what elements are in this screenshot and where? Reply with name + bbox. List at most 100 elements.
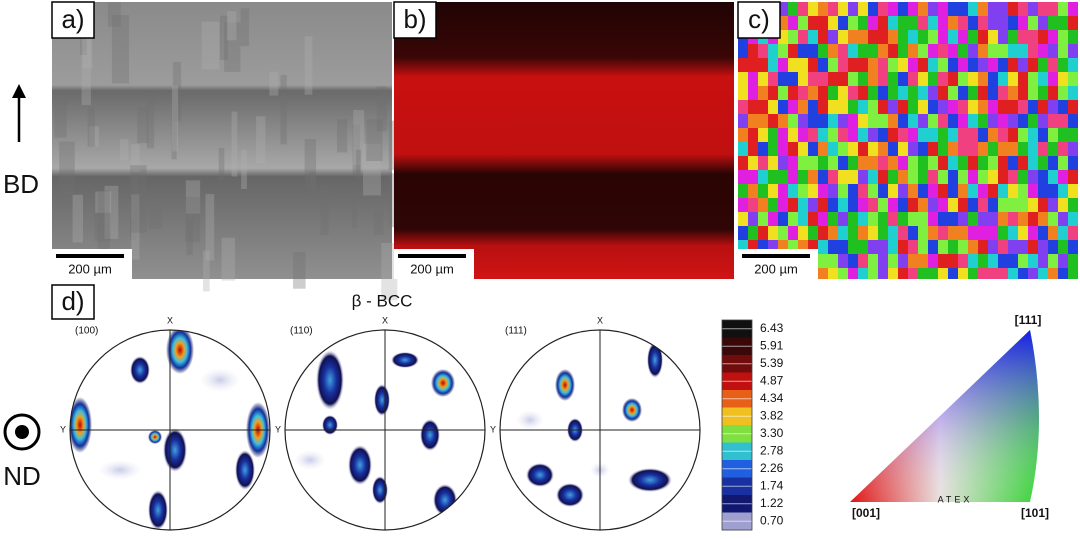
grain: [908, 114, 918, 128]
nd-label: ND: [3, 461, 41, 491]
grain: [798, 2, 808, 16]
grain: [1008, 156, 1018, 170]
grain: [888, 44, 898, 58]
grain: [748, 198, 758, 212]
grain: [888, 184, 898, 198]
grain: [878, 16, 888, 30]
grain: [818, 170, 828, 184]
grain: [1068, 170, 1078, 184]
grain: [908, 170, 918, 184]
grain: [758, 100, 768, 114]
grain: [1048, 226, 1058, 240]
grain: [1048, 86, 1058, 100]
grain: [928, 254, 938, 268]
grain: [958, 184, 968, 198]
grain: [738, 58, 748, 72]
grain: [848, 44, 858, 58]
grain: [938, 268, 948, 279]
grain: [1028, 16, 1038, 30]
panel-label-box: [51, 1, 95, 39]
grain: [938, 114, 948, 128]
grain: [828, 100, 838, 114]
grain: [968, 268, 978, 279]
grain: [918, 16, 928, 30]
texture: [185, 197, 201, 243]
texture: [185, 180, 201, 214]
texture: [388, 173, 395, 228]
grain: [768, 170, 778, 184]
grain: [1048, 268, 1058, 279]
texture: [224, 22, 241, 72]
grain: [898, 86, 908, 100]
grain: [798, 114, 808, 128]
grain: [968, 240, 978, 254]
grain: [798, 128, 808, 142]
grain: [1028, 100, 1038, 114]
grain: [788, 30, 798, 44]
grain: [1008, 198, 1018, 212]
texture: [201, 21, 220, 70]
grain: [1038, 156, 1048, 170]
grain: [1008, 86, 1018, 100]
grain: [818, 254, 828, 268]
grain: [1058, 198, 1068, 212]
grain: [958, 156, 968, 170]
grain: [838, 226, 848, 240]
density-blob: [148, 430, 162, 444]
grain: [898, 156, 908, 170]
grain: [908, 2, 918, 16]
grain: [938, 100, 948, 114]
grain: [998, 226, 1008, 240]
density-blob: [235, 450, 255, 490]
micrograph-panel: a) 200 µm: [51, 1, 406, 301]
grain: [918, 142, 928, 156]
grain: [918, 86, 928, 100]
grain: [748, 58, 758, 72]
grain: [888, 16, 898, 30]
grain: [758, 58, 768, 72]
grain: [948, 254, 958, 268]
grain: [1028, 72, 1038, 86]
grain: [958, 30, 968, 44]
grain: [768, 100, 778, 114]
grain: [978, 2, 988, 16]
texture: [131, 144, 140, 172]
grain: [938, 16, 948, 30]
density-blob: [433, 484, 457, 516]
grain: [958, 198, 968, 212]
grain: [878, 184, 888, 198]
grain: [838, 240, 848, 254]
grain: [808, 44, 818, 58]
pole-figure-label: (111): [505, 326, 527, 337]
pole-figure-label: (110): [290, 326, 313, 337]
grain: [828, 226, 838, 240]
grain: [908, 128, 918, 142]
grain: [748, 170, 758, 184]
grain: [748, 100, 758, 114]
grain: [948, 44, 958, 58]
grain: [808, 30, 818, 44]
grain: [1008, 44, 1018, 58]
scale-bar-label: 200 µm: [68, 261, 112, 276]
grain: [1058, 170, 1068, 184]
pole-axis-y: Y: [60, 424, 66, 434]
grain: [878, 128, 888, 142]
grain: [868, 128, 878, 142]
grain: [908, 142, 918, 156]
pole-figure-label: (100): [75, 326, 98, 337]
texture: [131, 194, 140, 260]
pole-density: [516, 342, 672, 507]
grain: [888, 142, 898, 156]
grain: [878, 72, 888, 86]
grain: [978, 86, 988, 100]
grain: [998, 142, 1008, 156]
grain: [808, 142, 818, 156]
grain: [908, 212, 918, 226]
grain: [1038, 114, 1048, 128]
grain: [988, 254, 998, 268]
grain: [1028, 198, 1038, 212]
grain: [988, 114, 998, 128]
grain: [1028, 114, 1038, 128]
grain: [998, 16, 1008, 30]
